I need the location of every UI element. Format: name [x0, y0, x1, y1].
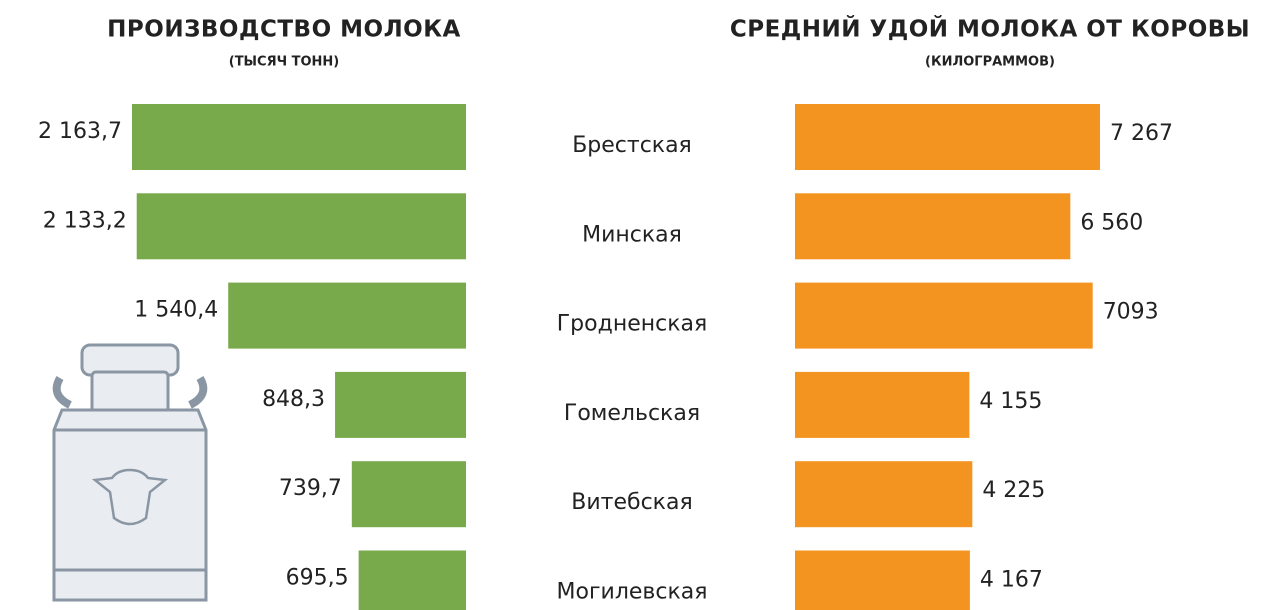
bar [795, 283, 1093, 349]
bar [132, 104, 466, 170]
bar [795, 551, 970, 610]
milk-can [54, 345, 206, 600]
value-label: 4 225 [982, 478, 1045, 503]
chart-subtitle: (ТЫСЯЧ ТОНН) [229, 55, 339, 70]
bar [795, 372, 969, 438]
value-label: 1 540,4 [134, 298, 218, 323]
value-label: 7 267 [1110, 121, 1173, 146]
category-label: Брестская [572, 133, 692, 158]
bar [795, 193, 1070, 259]
value-label: 4 155 [979, 389, 1042, 414]
category-label: Минская [582, 222, 682, 247]
value-label: 4 167 [980, 568, 1043, 593]
bar [795, 461, 972, 527]
bar [352, 461, 466, 527]
value-label: 7093 [1103, 300, 1159, 325]
category-label: Витебская [571, 490, 692, 515]
bar [359, 551, 466, 610]
chart: ПРОИЗВОДСТВО МОЛОКА (ТЫСЯЧ ТОНН) СРЕДНИЙ… [0, 0, 1273, 610]
value-label: 848,3 [262, 387, 325, 412]
value-label: 2 163,7 [38, 119, 122, 144]
bar [335, 372, 466, 438]
chart-title: СРЕДНИЙ УДОЙ МОЛОКА ОТ КОРОВЫ [730, 15, 1250, 43]
chart-title: ПРОИЗВОДСТВО МОЛОКА [107, 17, 461, 43]
category-label: Могилевская [557, 580, 708, 605]
value-label: 739,7 [279, 476, 342, 501]
category-label: Гомельская [564, 401, 700, 426]
bar [795, 104, 1100, 170]
category-label: Гродненская [557, 312, 707, 337]
value-label: 695,5 [286, 566, 349, 591]
value-label: 6 560 [1080, 210, 1143, 235]
bar [137, 193, 466, 259]
value-label: 2 133,2 [43, 208, 127, 233]
bar [228, 283, 466, 349]
chart-subtitle: (КИЛОГРАММОВ) [925, 55, 1055, 70]
